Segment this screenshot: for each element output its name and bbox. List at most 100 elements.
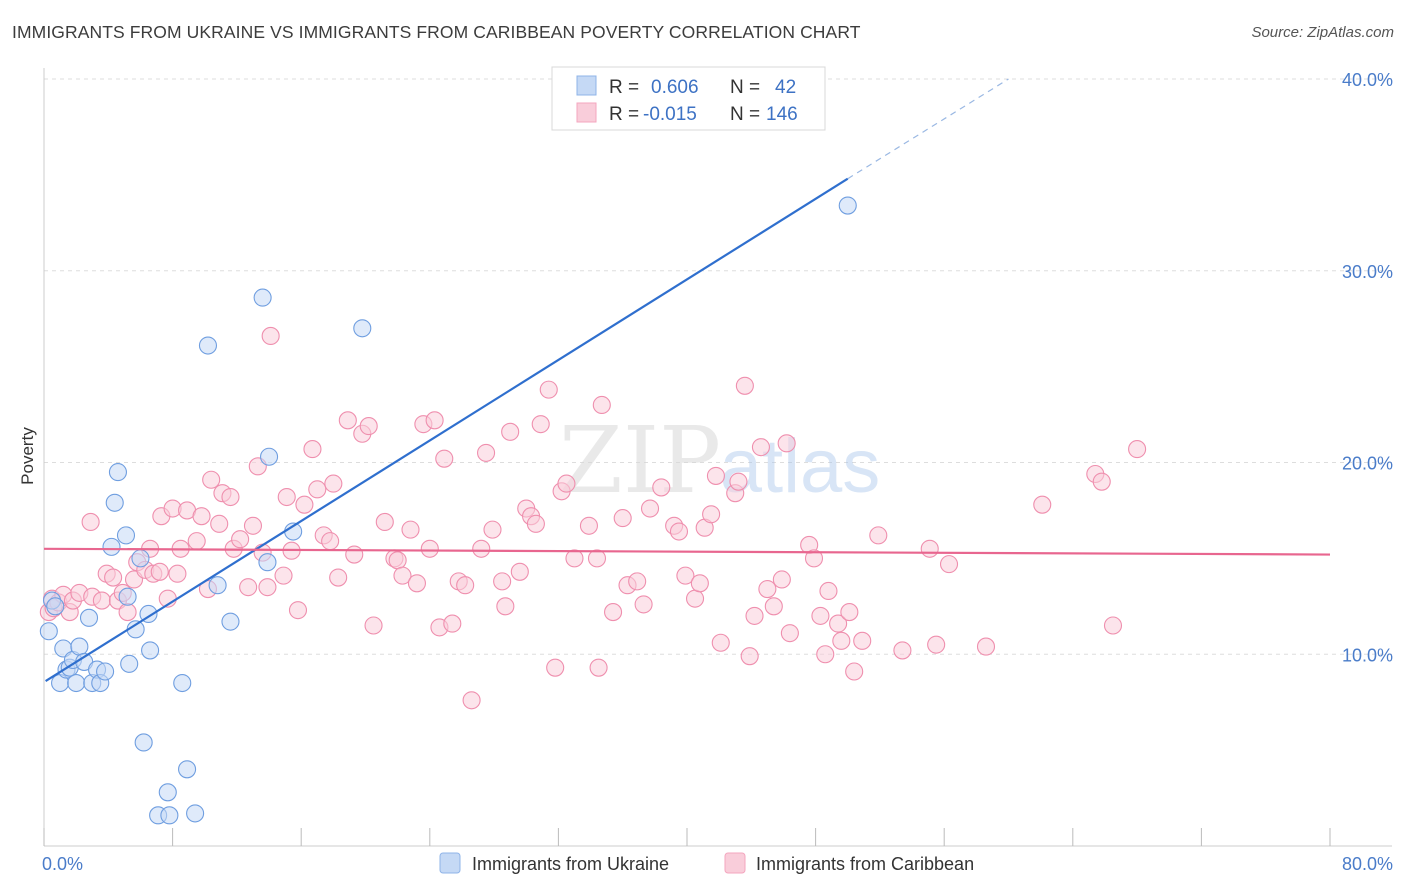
caribbean-point-44	[277, 487, 296, 507]
caribbean-point-55	[345, 545, 364, 564]
caribbean-point-78	[496, 597, 515, 616]
legend-n-label-ukraine: N =	[730, 77, 760, 98]
caribbean-point-43	[274, 566, 293, 585]
legend-n-label-caribbean: N =	[730, 104, 760, 125]
trend-line-ukraine-extension	[847, 78, 1009, 180]
caribbean-point-70	[443, 614, 462, 633]
y-tick-label-3: 40.0%	[1342, 70, 1393, 90]
series-ukraine-points	[39, 196, 857, 825]
caribbean-point-10	[92, 591, 111, 610]
ukraine-point-18	[108, 463, 127, 482]
ukraine-point-37	[259, 447, 279, 466]
legend-r-value-caribbean: -0.015	[643, 104, 697, 125]
ukraine-point-0	[39, 622, 58, 641]
caribbean-point-49	[308, 480, 327, 499]
caribbean-point-46	[288, 601, 308, 620]
legend-r-value-ukraine: 0.606	[651, 77, 699, 98]
caribbean-point-122	[804, 549, 824, 568]
caribbean-point-130	[853, 631, 872, 650]
caribbean-point-12	[104, 568, 123, 587]
bottom-legend-swatch-caribbean	[724, 852, 746, 874]
caribbean-point-67	[425, 411, 444, 430]
ukraine-point-28	[160, 806, 179, 825]
caribbean-point-80	[510, 562, 529, 581]
caribbean-point-15	[118, 603, 137, 622]
caribbean-point-48	[303, 440, 322, 459]
caribbean-point-88	[557, 474, 576, 493]
caribbean-point-135	[939, 555, 959, 574]
caribbean-point-66	[420, 539, 439, 558]
ukraine-point-41	[838, 196, 857, 215]
caribbean-point-41	[258, 578, 277, 597]
ukraine-point-11	[79, 608, 99, 627]
caribbean-point-25	[168, 564, 187, 583]
ukraine-point-23	[131, 549, 150, 568]
caribbean-point-128	[840, 603, 859, 622]
caribbean-point-104	[685, 589, 705, 608]
y-axis-label: Poverty	[18, 427, 37, 485]
legend-n-value-ukraine: 42	[775, 77, 796, 98]
caribbean-point-57	[359, 417, 378, 436]
caribbean-point-129	[845, 662, 864, 681]
caribbean-point-37	[239, 578, 258, 597]
caribbean-point-62	[393, 566, 412, 585]
trend-lines	[43, 78, 1331, 683]
caribbean-point-21	[150, 562, 169, 581]
ukraine-point-16	[102, 537, 121, 556]
tick-labels: 10.0% 20.0% 30.0% 40.0% 0.0% 80.0%	[42, 70, 1393, 874]
caribbean-point-127	[832, 631, 851, 650]
chart-title: IMMIGRANTS FROM UKRAINE VS IMMIGRANTS FR…	[12, 22, 861, 42]
y-tick-label-1: 20.0%	[1342, 454, 1393, 474]
caribbean-point-113	[740, 647, 759, 666]
caribbean-point-52	[324, 474, 343, 493]
caribbean-point-141	[1103, 616, 1123, 635]
y-tick-label-2: 30.0%	[1342, 262, 1393, 282]
caribbean-point-103	[676, 566, 695, 585]
caribbean-point-112	[735, 376, 754, 395]
caribbean-point-64	[407, 574, 426, 593]
ukraine-point-32	[186, 804, 205, 823]
caribbean-point-92	[589, 658, 608, 677]
caribbean-point-75	[477, 443, 496, 462]
caribbean-point-91	[587, 549, 607, 568]
watermark-zip: ZIP	[559, 407, 721, 514]
caribbean-point-116	[758, 580, 777, 599]
caribbean-point-76	[483, 520, 502, 539]
caribbean-point-84	[531, 415, 550, 434]
bottom-legend-swatch-ukraine	[439, 852, 461, 874]
ukraine-point-8	[67, 673, 86, 693]
bottom-legend: Immigrants from Ukraine Immigrants from …	[439, 852, 974, 874]
caribbean-point-69	[435, 449, 454, 468]
legend-r-label-caribbean: R =	[609, 104, 639, 125]
caribbean-point-72	[456, 576, 475, 595]
caribbean-point-119	[780, 624, 799, 643]
caribbean-point-51	[321, 532, 340, 551]
caribbean-point-32	[210, 514, 229, 533]
caribbean-point-89	[565, 549, 584, 568]
caribbean-point-134	[927, 635, 946, 654]
ukraine-point-9	[70, 637, 89, 656]
series-caribbean-points	[39, 326, 1147, 710]
legend-n-value-caribbean: 146	[766, 104, 798, 125]
caribbean-point-94	[604, 603, 623, 622]
caribbean-point-124	[816, 645, 835, 664]
ukraine-point-29	[158, 783, 177, 802]
caribbean-point-47	[295, 495, 314, 514]
caribbean-point-86	[546, 658, 565, 677]
caribbean-point-93	[592, 395, 611, 415]
caribbean-point-140	[1128, 440, 1147, 459]
caribbean-point-61	[388, 551, 407, 570]
caribbean-point-28	[187, 532, 206, 551]
caribbean-point-126	[829, 614, 848, 633]
caribbean-point-125	[819, 581, 838, 601]
bottom-legend-label-ukraine: Immigrants from Ukraine	[472, 854, 669, 874]
watermark-atlas: atlas	[720, 424, 881, 509]
caribbean-point-29	[192, 507, 211, 526]
caribbean-point-97	[628, 572, 647, 591]
legend: R = 0.606 N = 42 R = -0.015 N = 146	[551, 66, 826, 131]
y-tick-label-0: 10.0%	[1342, 645, 1393, 665]
x-tick-label-0: 0.0%	[42, 854, 83, 874]
ukraine-point-24	[134, 733, 153, 752]
ukraine-point-36	[253, 288, 272, 307]
